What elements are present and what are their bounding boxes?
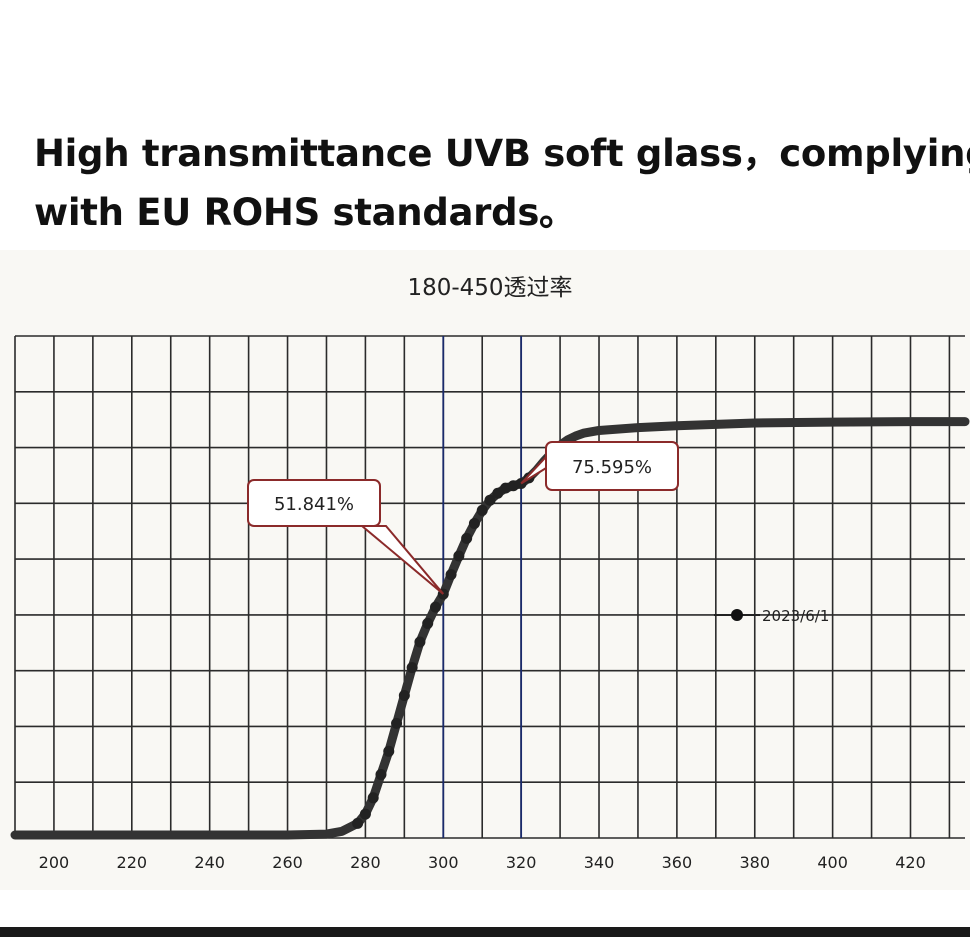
- callout-box-0: [247, 479, 381, 527]
- series-layer: [10, 417, 970, 840]
- annotations: 51.841% 75.595%: [247, 441, 679, 595]
- chart-background: [0, 250, 970, 890]
- data-point-23: [476, 504, 488, 516]
- x-tick-label-8: 360: [662, 853, 693, 872]
- headline-line-1: High transmittance UVB soft glass，comply…: [34, 132, 970, 175]
- x-tick-label-7: 340: [584, 853, 615, 872]
- data-point-13: [398, 690, 410, 701]
- data-point-22: [468, 517, 480, 529]
- data-point-11: [383, 745, 395, 757]
- data-point-7: [352, 817, 364, 829]
- x-tick-label-9: 380: [739, 853, 770, 872]
- data-point-9: [367, 792, 379, 804]
- x-tick-label-5: 300: [428, 853, 459, 872]
- bottom-bar: [0, 927, 970, 937]
- x-tick-label-4: 280: [350, 853, 381, 872]
- chart-title: 180-450透过率: [407, 275, 572, 301]
- data-point-12: [391, 717, 403, 729]
- legend: 2023/6/1: [714, 607, 829, 625]
- x-axis-ticks: 200 220 240 260 280 300 320 340 360 380 400 420: [39, 853, 926, 872]
- data-point-21: [461, 532, 473, 544]
- data-point-16: [422, 617, 434, 629]
- data-point-20: [453, 550, 465, 562]
- x-tick-label-3: 260: [272, 853, 303, 872]
- x-tick-label-2: 240: [194, 853, 225, 872]
- x-tick-label-0: 200: [39, 853, 70, 872]
- headline-line-2: with EU ROHS standards。: [34, 191, 576, 234]
- x-tick-label-11: 420: [895, 853, 926, 872]
- data-point-24: [484, 494, 496, 506]
- callout-label-1: 75.595%: [572, 457, 652, 478]
- data-point-15: [414, 636, 426, 648]
- data-point-10: [375, 769, 387, 781]
- x-tick-label-6: 320: [506, 853, 537, 872]
- x-tick-label-1: 220: [117, 853, 148, 872]
- callout-label-0: 51.841%: [274, 494, 354, 515]
- data-point-25: [492, 487, 504, 499]
- legend-label: 2023/6/1: [762, 607, 829, 625]
- transmittance-chart: 180-450透过率 51.841% 75.595% 200 220 240 260 28…: [0, 250, 970, 890]
- callout-box-1: [545, 441, 679, 491]
- data-point-19: [445, 569, 457, 581]
- legend-marker: [731, 609, 743, 621]
- headline: High transmittance UVB soft glass，comply…: [34, 124, 970, 242]
- data-point-17: [429, 601, 441, 613]
- data-point-14: [406, 662, 418, 674]
- data-point-8: [359, 808, 371, 820]
- x-tick-label-10: 400: [817, 853, 848, 872]
